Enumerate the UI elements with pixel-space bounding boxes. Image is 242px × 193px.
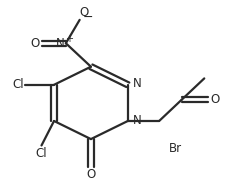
Text: O: O <box>31 37 40 50</box>
Text: O: O <box>86 168 96 181</box>
Text: Cl: Cl <box>12 78 24 91</box>
Text: N: N <box>133 77 142 90</box>
Text: Br: Br <box>169 142 182 155</box>
Text: +: + <box>65 34 73 44</box>
Text: O: O <box>80 6 89 19</box>
Text: N: N <box>56 37 65 50</box>
Text: O: O <box>211 93 220 106</box>
Text: Cl: Cl <box>36 146 47 160</box>
Text: N: N <box>133 114 142 128</box>
Text: −: − <box>83 11 94 24</box>
